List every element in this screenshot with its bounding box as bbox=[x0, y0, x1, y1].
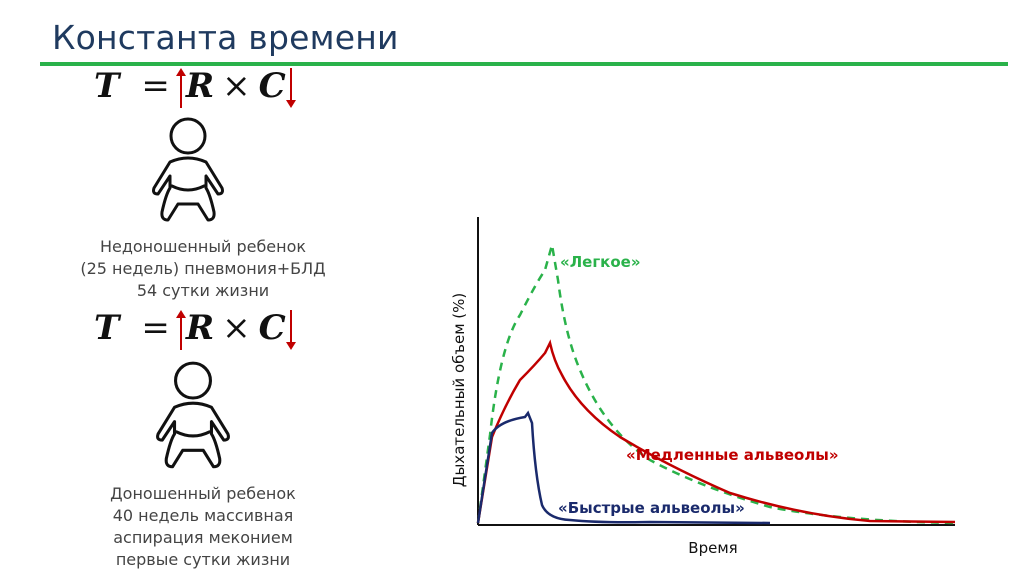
caption-line: Недоношенный ребенок bbox=[99, 237, 307, 256]
formula-t: T bbox=[94, 308, 120, 348]
caption-line: первые сутки жизни bbox=[115, 550, 291, 569]
caption-line: аспирация мекониeм bbox=[113, 528, 293, 547]
volume-time-chart: Дыхательный объем (%) Время «Легкое» «Ме… bbox=[450, 217, 956, 557]
case-1-caption: Недоношенный ребенок (25 недель) пневмон… bbox=[38, 236, 368, 302]
series-fast-alveoli-line bbox=[476, 410, 771, 525]
y-axis-label: Дыхательный объем (%) bbox=[450, 293, 468, 488]
page-title: Константа времени bbox=[52, 18, 399, 57]
arrow-up-icon bbox=[175, 310, 186, 350]
caption-line: (25 недель) пневмония+БЛД bbox=[80, 259, 326, 278]
caption-line: 40 недель массивная bbox=[112, 506, 294, 525]
formula-2: T = R × C bbox=[94, 308, 296, 350]
case-2-caption: Доношенный ребенок 40 недель массивная а… bbox=[38, 483, 368, 571]
title-divider bbox=[40, 62, 1008, 66]
x-axis-label: Время bbox=[688, 539, 737, 557]
arrow-up-icon bbox=[175, 68, 186, 108]
formula-1: T = R × C bbox=[94, 66, 296, 108]
series-lung-line bbox=[476, 244, 956, 525]
formula-times: × bbox=[222, 308, 251, 348]
arrow-down-icon bbox=[285, 310, 296, 350]
formula-c: C bbox=[258, 66, 286, 106]
arrow-down-icon bbox=[285, 68, 296, 108]
formula-equals: = bbox=[141, 308, 170, 348]
series-label-slow-alveoli: «Медленные альвеолы» bbox=[626, 446, 839, 464]
baby-icon bbox=[152, 117, 224, 222]
formula-times: × bbox=[222, 66, 251, 106]
formula-r: R bbox=[185, 66, 215, 106]
caption-line: Доношенный ребенок bbox=[110, 484, 296, 503]
baby-icon bbox=[156, 361, 230, 469]
formula-r: R bbox=[185, 308, 215, 348]
formula-c: C bbox=[258, 308, 286, 348]
series-label-fast-alveoli: «Быстрые альвеолы» bbox=[558, 499, 745, 517]
series-label-lung: «Легкое» bbox=[560, 253, 641, 271]
caption-line: 54 сутки жизни bbox=[136, 281, 270, 300]
formula-t: T bbox=[94, 66, 120, 106]
series-slow-alveoli-line bbox=[476, 339, 956, 524]
formula-equals: = bbox=[141, 66, 170, 106]
